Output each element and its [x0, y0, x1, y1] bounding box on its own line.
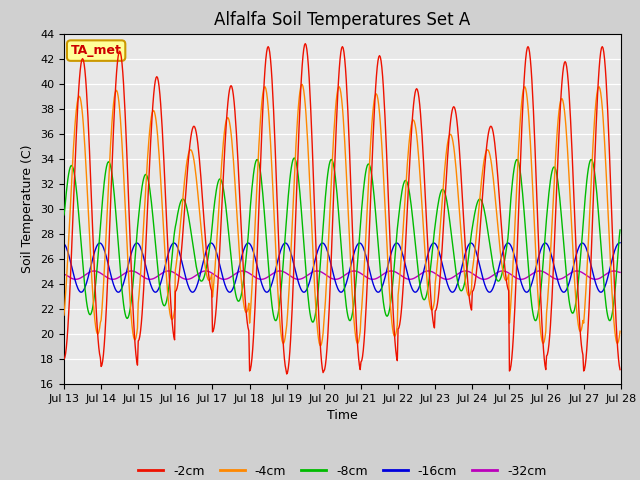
X-axis label: Time: Time [327, 409, 358, 422]
Legend: -2cm, -4cm, -8cm, -16cm, -32cm: -2cm, -4cm, -8cm, -16cm, -32cm [133, 460, 552, 480]
Y-axis label: Soil Temperature (C): Soil Temperature (C) [22, 144, 35, 273]
Title: Alfalfa Soil Temperatures Set A: Alfalfa Soil Temperatures Set A [214, 11, 470, 29]
Text: TA_met: TA_met [70, 44, 122, 57]
